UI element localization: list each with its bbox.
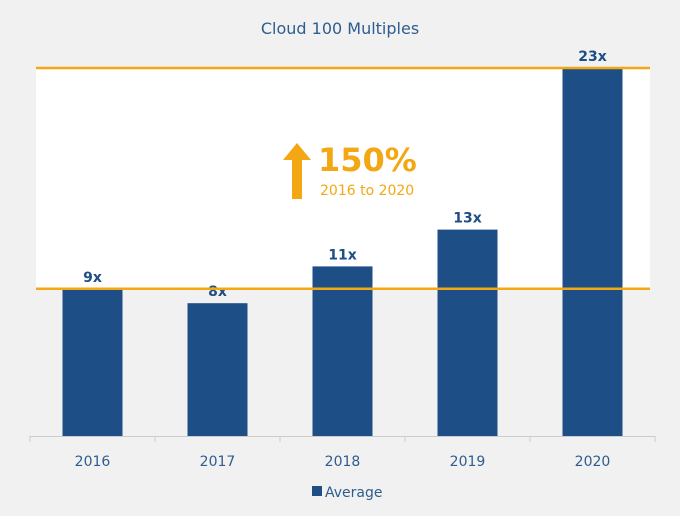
bar-2018 <box>312 266 373 436</box>
x-tick-label: 2016 <box>75 454 111 470</box>
bar-2016 <box>62 288 123 436</box>
legend-label: Average <box>325 485 383 501</box>
legend-swatch <box>312 486 322 496</box>
data-label-2018: 11x <box>328 247 357 263</box>
arrow-up-icon <box>283 143 311 199</box>
x-tick-label: 2018 <box>325 454 361 470</box>
highlight-band <box>36 68 650 289</box>
x-tick-label: 2020 <box>575 454 611 470</box>
legend: Average <box>312 485 383 501</box>
x-tick-label: 2017 <box>200 454 236 470</box>
data-label-2016: 9x <box>83 270 102 286</box>
chart-title: Cloud 100 Multiples <box>261 19 419 38</box>
annotation-subtext: 2016 to 2020 <box>320 183 414 199</box>
annotation-headline: 150% <box>318 141 417 179</box>
data-label-2019: 13x <box>453 211 482 227</box>
x-tick-label: 2019 <box>450 454 486 470</box>
bar-2017 <box>187 303 248 436</box>
data-label-2020: 23x <box>578 49 607 65</box>
bar-2019 <box>437 229 498 436</box>
bar-2020 <box>562 68 623 436</box>
annotation: 150% 2016 to 2020 <box>283 141 417 199</box>
data-label-2017: 8x <box>208 284 227 300</box>
